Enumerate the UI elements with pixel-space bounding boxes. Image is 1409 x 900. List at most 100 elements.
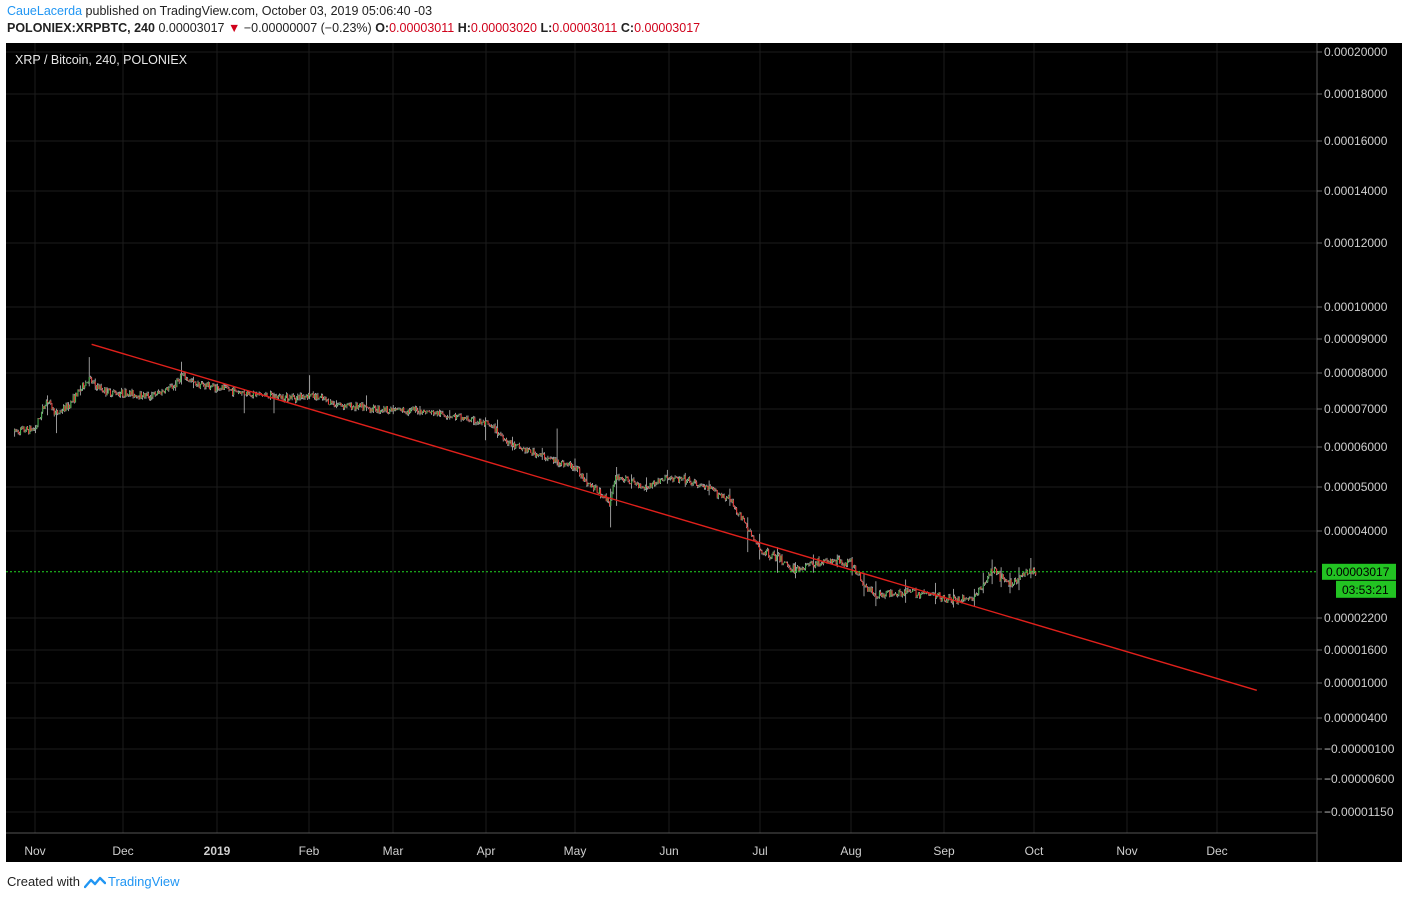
- candle-up: [858, 572, 860, 575]
- candle-down: [675, 477, 677, 478]
- candle-up: [491, 425, 493, 427]
- candle-up: [993, 567, 995, 573]
- candle-up: [237, 392, 239, 393]
- candle-up: [914, 589, 916, 591]
- candle-up: [925, 592, 927, 594]
- chart-container[interactable]: 0.00020000 0.00018000 0.00016000 0.00014000…: [6, 43, 1402, 862]
- candle-down: [669, 477, 671, 479]
- candle-up: [318, 397, 320, 399]
- candle-up: [554, 458, 556, 462]
- candle-up: [632, 479, 634, 481]
- candle-down: [406, 411, 408, 415]
- candle-down: [736, 507, 738, 513]
- candle-up: [969, 597, 971, 600]
- candle-up: [561, 461, 563, 465]
- candle-up: [725, 497, 727, 500]
- candle-down: [971, 597, 973, 600]
- candle-down: [567, 464, 569, 466]
- candle-down: [450, 416, 452, 418]
- candle-up: [917, 592, 919, 596]
- candle-up: [693, 480, 695, 482]
- candle-down: [980, 587, 982, 590]
- candle-down: [293, 396, 295, 399]
- candle-up: [657, 479, 659, 484]
- candle-up: [179, 374, 181, 382]
- y-tick-label: −0.00001150: [1324, 805, 1394, 819]
- candle-up: [447, 416, 449, 418]
- candle-up: [649, 483, 651, 489]
- candle-up: [770, 557, 772, 559]
- created-with-text: Created with: [7, 874, 80, 889]
- candle-up: [850, 558, 852, 561]
- candle-down: [638, 483, 640, 488]
- candle-down: [559, 463, 561, 465]
- candle-up: [185, 378, 187, 380]
- candle-down: [811, 561, 813, 564]
- candle-down: [940, 599, 942, 602]
- candle-up: [777, 554, 779, 556]
- candle-down: [188, 380, 190, 382]
- candle-down: [636, 482, 638, 484]
- candle-up: [363, 406, 365, 411]
- candle-down: [15, 429, 17, 431]
- candle-up: [296, 396, 298, 402]
- candle-up: [464, 417, 466, 420]
- candle-up: [99, 385, 101, 389]
- candle-down: [1007, 581, 1009, 583]
- candle-up: [97, 385, 99, 389]
- candle-down: [128, 394, 130, 396]
- candle-up: [598, 489, 600, 494]
- candle-down: [666, 476, 668, 479]
- open-value: 0.00003011: [389, 21, 455, 35]
- candle-down: [251, 396, 253, 398]
- candle-up: [284, 396, 286, 401]
- candle-down: [863, 584, 865, 586]
- candle-down: [51, 403, 53, 410]
- candle-down: [1020, 575, 1022, 577]
- candle-down: [259, 393, 261, 394]
- candle-up: [748, 530, 750, 532]
- candle-down: [103, 391, 105, 393]
- candle-down: [365, 405, 367, 407]
- candle-down: [841, 560, 843, 565]
- candle-down: [94, 381, 96, 386]
- author-link[interactable]: CaueLacerda: [7, 4, 83, 18]
- candle-up: [59, 410, 61, 414]
- candle-down: [333, 402, 335, 407]
- candle-down: [427, 410, 429, 412]
- candle-down: [118, 393, 120, 397]
- candle-up: [49, 400, 51, 403]
- candle-down: [202, 382, 204, 384]
- candle-up: [278, 395, 280, 398]
- candle-down: [444, 415, 446, 418]
- candle-down: [71, 401, 73, 402]
- candle-down: [66, 403, 68, 409]
- candle-down: [27, 426, 29, 430]
- price-chart[interactable]: 0.00020000 0.00018000 0.00016000 0.00014000…: [6, 43, 1402, 862]
- candle-down: [116, 394, 118, 395]
- candle-down: [230, 389, 232, 390]
- candle-up: [37, 418, 39, 426]
- candle-down: [247, 391, 249, 395]
- candle-down: [768, 549, 770, 557]
- candle-down: [244, 394, 246, 396]
- candle-up: [25, 426, 27, 432]
- time-axis[interactable]: Nov Dec 2019 Feb Mar Apr May Jun Jul Aug Sep Oct Nov…: [24, 844, 1227, 858]
- candle-down: [371, 409, 373, 412]
- candle-down: [749, 530, 751, 532]
- candle-up: [39, 418, 41, 420]
- published-text: published on TradingView.com, October 03…: [82, 4, 433, 18]
- candle-down: [487, 421, 489, 425]
- candle-up: [938, 592, 940, 594]
- candle-down: [730, 499, 732, 502]
- candle-up: [782, 563, 784, 565]
- candle-up: [207, 382, 209, 387]
- price-axis[interactable]: 0.00020000 0.00018000 0.00016000 0.00014000…: [1317, 45, 1396, 819]
- tradingview-brand-link[interactable]: TradingView: [107, 874, 180, 889]
- candle-down: [18, 433, 20, 435]
- candle-up: [717, 493, 719, 498]
- candle-up: [182, 374, 184, 376]
- candle-down: [465, 417, 467, 419]
- candle-up: [810, 561, 812, 563]
- candle-down: [562, 461, 564, 463]
